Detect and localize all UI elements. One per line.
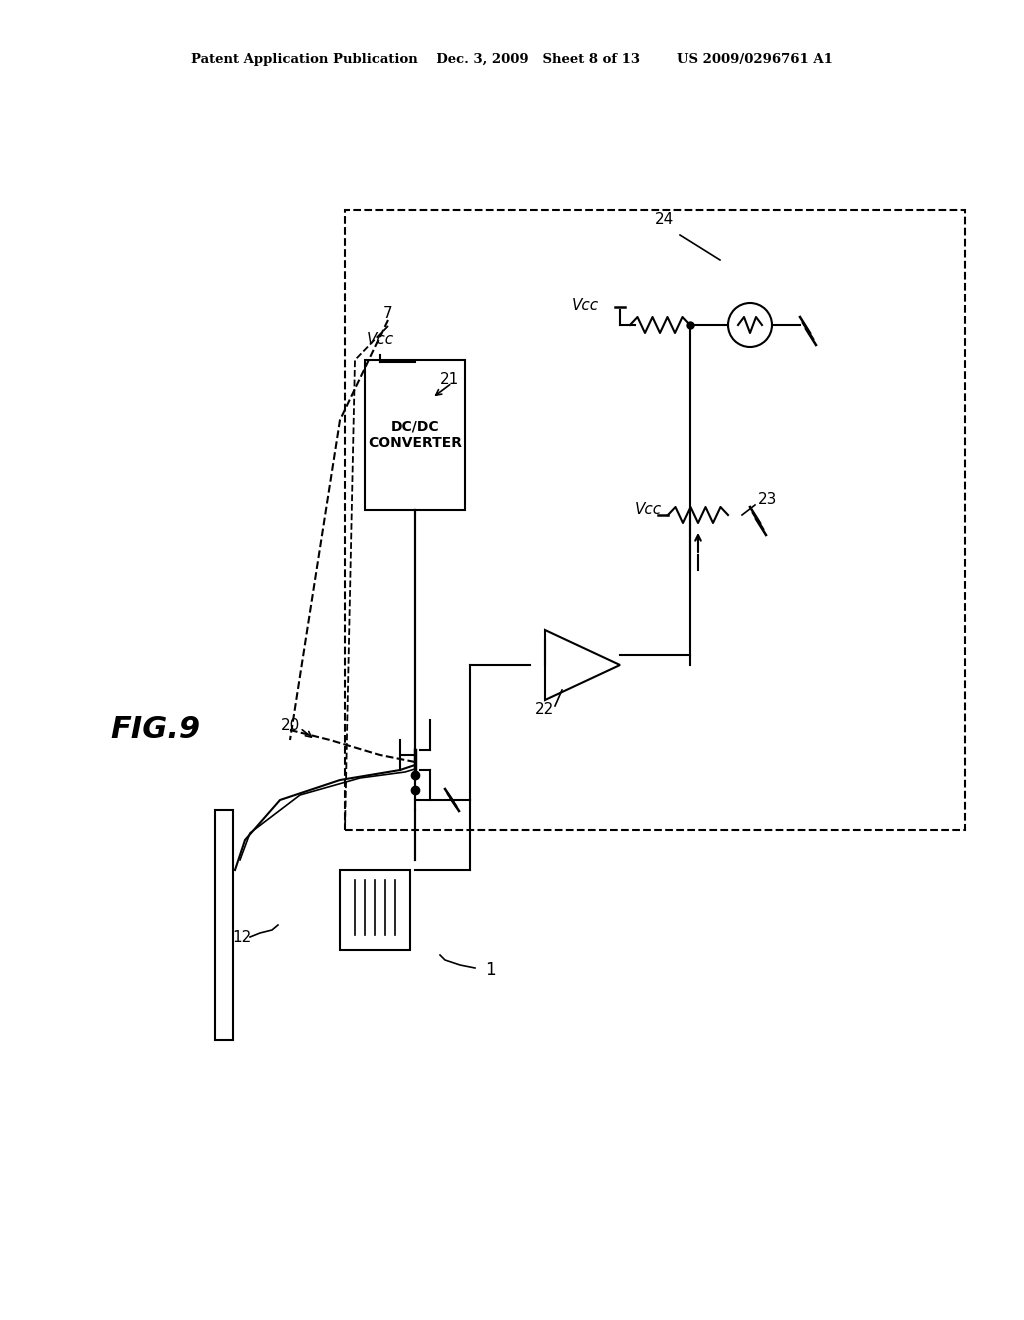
Text: Vcc: Vcc	[635, 503, 662, 517]
Text: FIG.9: FIG.9	[110, 715, 200, 744]
Text: Vcc: Vcc	[367, 333, 393, 347]
Text: 7: 7	[383, 305, 393, 321]
Bar	[215, 810, 233, 1040]
Bar	[345, 210, 965, 830]
Text: 1: 1	[484, 961, 496, 979]
Bar	[340, 870, 410, 950]
Text: 22: 22	[536, 702, 555, 718]
Text: 20: 20	[281, 718, 300, 733]
Bar	[365, 360, 465, 510]
Text: 21: 21	[440, 372, 459, 388]
Text: DC/DC
CONVERTER: DC/DC CONVERTER	[368, 420, 462, 450]
Text: Vcc: Vcc	[571, 297, 599, 313]
Text: Patent Application Publication    Dec. 3, 2009   Sheet 8 of 13        US 2009/02: Patent Application Publication Dec. 3, 2…	[191, 54, 833, 66]
Text: 24: 24	[655, 213, 675, 227]
Text: 12: 12	[232, 931, 252, 945]
Text: 23: 23	[758, 492, 777, 507]
